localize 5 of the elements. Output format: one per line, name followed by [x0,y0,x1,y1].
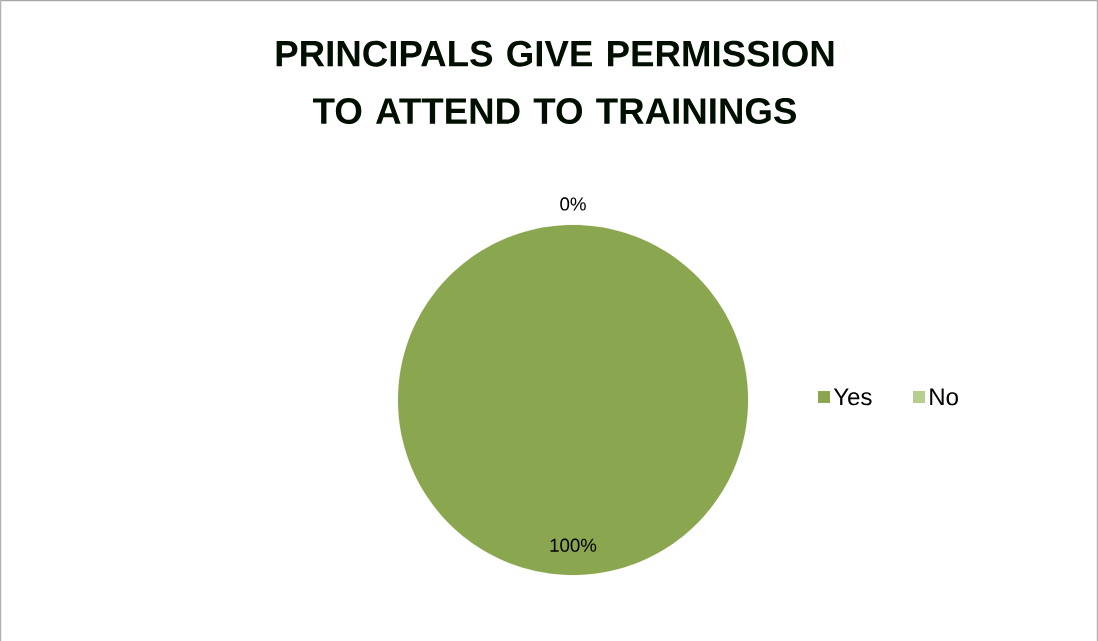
legend-label: Yes [833,388,872,406]
data-label: 100% [550,538,597,552]
legend-label: No [930,388,958,406]
chart-title: PRINCIPALS GIVE PERMISSION TO ATTEND TO TRAININGS [276,40,834,124]
text: 0% [560,197,586,211]
